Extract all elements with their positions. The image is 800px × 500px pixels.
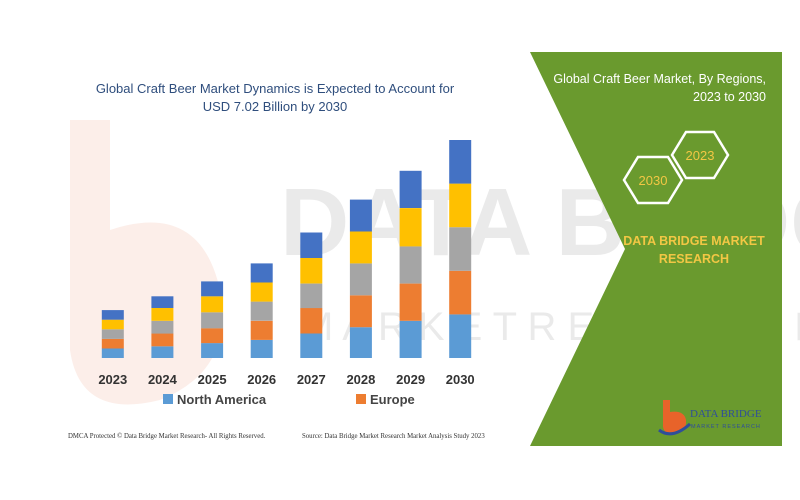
chart-title-line2: USD 7.02 Billion by 2030 <box>203 99 348 114</box>
hexagon-2030 <box>622 155 684 205</box>
footer-source: Source: Data Bridge Market Research Mark… <box>302 433 485 440</box>
right-panel-title-line1: Global Craft Beer Market, By Regions, <box>553 72 766 86</box>
legend-swatch-1 <box>356 394 366 404</box>
bar-2028-series-0 <box>349 327 372 358</box>
logo-line1: DATA BRIDGE <box>690 408 762 420</box>
bar-2025-series-4 <box>201 281 224 297</box>
bar-2023-series-2 <box>101 329 124 339</box>
legend-swatch-0 <box>163 394 173 404</box>
brand-line2: RESEARCH <box>659 252 729 266</box>
bar-2024-series-3 <box>151 308 174 321</box>
bar-2027-series-4 <box>300 232 323 258</box>
bar-2030-series-4 <box>449 140 472 184</box>
bar-2030-series-1 <box>449 270 472 315</box>
hexagon-2023 <box>670 130 730 180</box>
bar-2027-series-0 <box>300 333 323 358</box>
brand-line1: DATA BRIDGE MARKET <box>623 234 765 248</box>
bar-2023-series-1 <box>101 338 124 349</box>
logo-line2: MARKET RESEARCH <box>691 424 761 430</box>
bar-2030-series-0 <box>449 314 472 358</box>
bar-2025-series-0 <box>201 343 224 358</box>
bar-2029-series-1 <box>399 283 422 321</box>
bar-2028-series-4 <box>349 199 372 232</box>
hexagon-label-2030: 2030 <box>639 173 668 188</box>
data-bridge-logo: DATA BRIDGE MARKET RESEARCH <box>658 400 762 436</box>
bar-2027-series-3 <box>300 258 323 284</box>
hexagon-label-2023: 2023 <box>686 148 715 163</box>
logo-b-icon <box>662 400 687 434</box>
bar-2025-series-3 <box>201 296 224 313</box>
x-tick-label-2030: 2030 <box>446 372 475 387</box>
bar-2025-series-1 <box>201 328 224 344</box>
chart-title-line1: Global Craft Beer Market Dynamics is Exp… <box>96 81 455 96</box>
bar-2029-series-3 <box>399 208 422 247</box>
x-tick-label-2023: 2023 <box>98 372 127 387</box>
bar-2024-series-2 <box>151 320 174 334</box>
bar-2026-series-3 <box>250 282 273 302</box>
bar-2029-series-4 <box>399 170 422 208</box>
bar-2023-series-4 <box>101 310 124 320</box>
logo-swoosh-icon <box>658 422 691 436</box>
x-tick-label-2024: 2024 <box>148 372 178 387</box>
bar-2028-series-1 <box>349 295 372 328</box>
bar-2026-series-4 <box>250 263 273 283</box>
bar-2030-series-2 <box>449 227 472 271</box>
right-panel-title-line2: 2023 to 2030 <box>693 90 766 104</box>
watermark-logo-shape <box>70 120 223 405</box>
bar-2024-series-0 <box>151 346 174 358</box>
legend: North America Europe <box>163 392 415 407</box>
bar-2023-series-3 <box>101 319 124 330</box>
bar-2026-series-1 <box>250 320 273 340</box>
bar-2028-series-3 <box>349 231 372 264</box>
x-tick-label-2026: 2026 <box>247 372 276 387</box>
bar-2026-series-0 <box>250 339 273 358</box>
bar-2025-series-2 <box>201 312 224 329</box>
bar-2024-series-4 <box>151 296 174 308</box>
x-axis-ticks: 2023 2024 2025 2026 2027 2028 2029 2030 <box>98 372 474 387</box>
x-tick-label-2025: 2025 <box>198 372 227 387</box>
bar-area <box>101 140 472 358</box>
x-tick-label-2027: 2027 <box>297 372 326 387</box>
x-tick-label-2028: 2028 <box>346 372 375 387</box>
right-panel-background <box>530 52 782 446</box>
footer-copyright: DMCA Protected © Data Bridge Market Rese… <box>68 433 266 440</box>
bar-2028-series-2 <box>349 263 372 296</box>
bar-2026-series-2 <box>250 301 273 321</box>
bar-2030-series-3 <box>449 183 472 228</box>
bar-2029-series-0 <box>399 320 422 358</box>
bar-2027-series-1 <box>300 308 323 334</box>
bar-2029-series-2 <box>399 246 422 284</box>
bar-2023-series-0 <box>101 348 124 358</box>
x-tick-label-2029: 2029 <box>396 372 425 387</box>
bar-2027-series-2 <box>300 283 323 309</box>
legend-label-1: Europe <box>370 392 415 407</box>
legend-label-0: North America <box>177 392 267 407</box>
right-panel: Global Craft Beer Market, By Regions, 20… <box>530 52 782 446</box>
bar-2024-series-1 <box>151 333 174 347</box>
